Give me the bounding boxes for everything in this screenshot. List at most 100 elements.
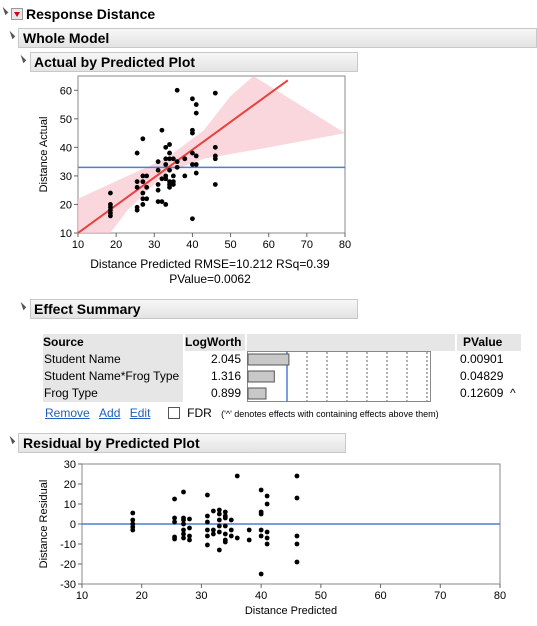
data-point[interactable]: [228, 517, 234, 523]
data-point[interactable]: [210, 531, 216, 537]
data-point[interactable]: [174, 164, 180, 170]
data-point[interactable]: [294, 541, 300, 547]
data-point[interactable]: [222, 531, 228, 537]
data-point[interactable]: [258, 571, 264, 577]
effect-summary-header[interactable]: Effect Summary: [30, 299, 358, 319]
data-point[interactable]: [170, 173, 176, 179]
data-point[interactable]: [181, 531, 186, 537]
data-point[interactable]: [222, 539, 228, 545]
data-point[interactable]: [205, 527, 210, 533]
data-point[interactable]: [134, 207, 140, 213]
data-point[interactable]: [174, 87, 180, 93]
data-point[interactable]: [258, 487, 264, 493]
data-point[interactable]: [216, 547, 222, 553]
data-point[interactable]: [193, 102, 199, 107]
edit-link[interactable]: Edit: [129, 406, 151, 420]
data-point[interactable]: [163, 162, 169, 167]
data-point[interactable]: [246, 527, 252, 533]
data-point[interactable]: [134, 150, 140, 156]
fdr-checkbox[interactable]: [167, 407, 180, 419]
column-header-logworth[interactable]: LogWorth: [185, 334, 245, 351]
data-point[interactable]: [159, 176, 165, 182]
data-point[interactable]: [172, 536, 177, 542]
data-point[interactable]: [172, 519, 177, 525]
whole-model-header[interactable]: Whole Model: [18, 28, 537, 48]
actual-plot-header[interactable]: Actual by Predicted Plot: [30, 52, 358, 72]
data-point[interactable]: [264, 541, 270, 547]
data-point[interactable]: [222, 523, 228, 529]
data-point[interactable]: [264, 501, 270, 507]
data-point[interactable]: [159, 127, 165, 133]
data-point[interactable]: [258, 511, 264, 517]
whole-model-toggle-icon[interactable]: [6, 30, 16, 40]
data-point[interactable]: [155, 167, 161, 173]
data-point[interactable]: [264, 493, 270, 499]
data-point[interactable]: [170, 156, 176, 162]
data-point[interactable]: [210, 527, 216, 533]
data-point[interactable]: [258, 527, 264, 533]
data-point[interactable]: [187, 516, 192, 522]
residual-plot-toggle-icon[interactable]: [6, 435, 16, 445]
data-point[interactable]: [234, 535, 240, 541]
data-point[interactable]: [181, 489, 186, 495]
data-point[interactable]: [210, 508, 216, 514]
residual-by-predicted-chart[interactable]: 10 20 30 40 50 60 70 80 -30 -20 -10 0 10 20 30 Distance…: [30, 456, 520, 626]
actual-plot-toggle-icon[interactable]: [17, 54, 27, 64]
data-point[interactable]: [190, 96, 195, 102]
data-point[interactable]: [182, 156, 188, 162]
data-point[interactable]: [187, 525, 192, 531]
data-point[interactable]: [182, 173, 188, 179]
data-point[interactable]: [167, 142, 172, 147]
outline-toggle-icon[interactable]: [0, 6, 9, 16]
data-point[interactable]: [216, 507, 222, 513]
data-point[interactable]: [167, 150, 172, 156]
effect-source-cell[interactable]: Frog Type: [43, 385, 183, 402]
data-point[interactable]: [212, 156, 218, 162]
data-point[interactable]: [193, 170, 199, 176]
data-point[interactable]: [167, 184, 172, 190]
data-point[interactable]: [108, 204, 113, 210]
data-point[interactable]: [144, 173, 150, 179]
data-point[interactable]: [264, 535, 270, 541]
data-point[interactable]: [187, 533, 192, 539]
data-point[interactable]: [205, 492, 210, 498]
effect-summary-toggle-icon[interactable]: [17, 301, 27, 311]
data-point[interactable]: [181, 535, 186, 541]
effect-source-cell[interactable]: Student Name: [43, 351, 183, 368]
data-point[interactable]: [190, 130, 195, 136]
data-point[interactable]: [216, 511, 222, 517]
data-point[interactable]: [212, 182, 218, 187]
column-header-pvalue[interactable]: PValue: [457, 334, 521, 351]
data-point[interactable]: [130, 517, 136, 523]
data-point[interactable]: [167, 156, 172, 162]
data-point[interactable]: [205, 519, 210, 525]
data-point[interactable]: [216, 517, 222, 523]
data-point[interactable]: [222, 509, 228, 515]
effect-source-cell[interactable]: Student Name*Frog Type: [43, 368, 183, 385]
data-point[interactable]: [228, 527, 234, 533]
data-point[interactable]: [228, 533, 234, 539]
data-point[interactable]: [264, 529, 270, 535]
data-point[interactable]: [140, 173, 146, 179]
actual-by-predicted-chart[interactable]: 10 20 30 40 50 60 70 80 10 20 30 40 50 60 Distance Act…: [30, 74, 360, 254]
data-point[interactable]: [205, 542, 210, 548]
data-point[interactable]: [212, 144, 218, 150]
data-point[interactable]: [174, 159, 180, 165]
data-point[interactable]: [216, 523, 222, 529]
data-point[interactable]: [205, 513, 210, 519]
data-point[interactable]: [155, 182, 161, 187]
data-point[interactable]: [181, 527, 186, 533]
data-point[interactable]: [294, 495, 300, 501]
data-point[interactable]: [190, 216, 195, 222]
data-point[interactable]: [246, 537, 252, 543]
data-point[interactable]: [108, 190, 113, 196]
data-point[interactable]: [172, 515, 177, 521]
data-point[interactable]: [190, 162, 195, 167]
data-point[interactable]: [294, 533, 300, 539]
data-point[interactable]: [294, 473, 300, 479]
data-point[interactable]: [294, 559, 300, 565]
data-point[interactable]: [193, 110, 199, 116]
data-point[interactable]: [163, 176, 169, 182]
data-point[interactable]: [187, 537, 192, 543]
data-point[interactable]: [205, 533, 210, 539]
